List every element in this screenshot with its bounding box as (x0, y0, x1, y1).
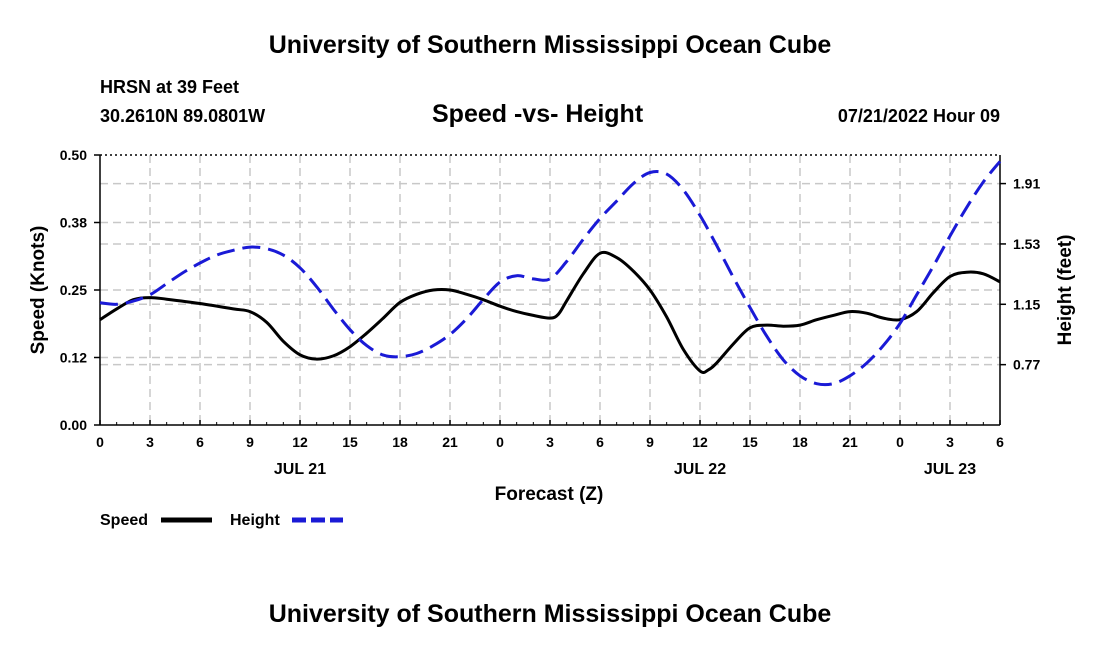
y-tick-label: 0.25 (60, 282, 87, 298)
chart-title: Speed -vs- Height (432, 100, 644, 128)
x-tick-label: 3 (546, 434, 554, 450)
y-tick-label: 0.38 (60, 215, 87, 231)
legend-speed-label: Speed (100, 512, 148, 529)
x-tick-label: 6 (196, 434, 204, 450)
y-axis-title: Speed (Knots) (28, 226, 49, 355)
y-tick-label: 0.00 (60, 417, 87, 433)
grid-lines (100, 155, 1000, 425)
y2-axis-title: Height (feet) (1055, 235, 1076, 346)
x-tick-label: 15 (342, 434, 358, 450)
y-tick-label: 0.12 (60, 350, 87, 366)
legend-height-label: Height (230, 512, 280, 529)
day-label: JUL 21 (274, 461, 326, 478)
x-tick-label: 6 (996, 434, 1004, 450)
x-tick-label: 9 (246, 434, 254, 450)
station-label: HRSN at 39 Feet (100, 77, 240, 97)
x-tick-label: 18 (792, 434, 808, 450)
station-coordinates: 30.2610N 89.0801W (100, 106, 266, 126)
axes: 0 3 6 9 12 15 18 21 0 3 6 9 12 15 18 21 0 3 6 JUL 21 JUL 22 J… (60, 147, 1041, 478)
x-tick-label: 12 (292, 434, 308, 450)
x-tick-label: 15 (742, 434, 758, 450)
x-axis-title: Forecast (Z) (495, 484, 604, 505)
x-tick-label: 0 (496, 434, 504, 450)
series-line-height (99, 160, 1002, 387)
y-tick-label: 0.50 (60, 147, 87, 163)
forecast-date-hour: 07/21/2022 Hour 09 (837, 106, 1000, 126)
x-tick-label: 12 (692, 434, 708, 450)
y2-tick-label: 1.15 (1013, 296, 1040, 312)
y2-tick-label: 0.77 (1013, 357, 1040, 373)
legend: Speed Height (100, 512, 343, 529)
page-title: University of Southern Mississippi Ocean… (268, 31, 832, 59)
x-tick-label: 3 (946, 434, 954, 450)
series-line-speed (99, 250, 1001, 375)
speed-height-chart: 0 3 6 9 12 15 18 21 0 3 6 9 12 15 18 21 0 3 6 JUL 21 JUL 22 J… (28, 147, 1076, 529)
x-tick-label: 21 (442, 434, 458, 450)
day-label: JUL 22 (674, 461, 726, 478)
x-tick-label: 21 (842, 434, 858, 450)
x-tick-label: 3 (146, 434, 154, 450)
x-tick-label: 9 (646, 434, 654, 450)
x-tick-label: 0 (896, 434, 904, 450)
series-lines (99, 160, 1002, 387)
footer-title: University of Southern Mississippi Ocean… (268, 600, 832, 628)
x-tick-label: 18 (392, 434, 408, 450)
y2-tick-label: 1.53 (1013, 236, 1040, 252)
day-label: JUL 23 (924, 461, 976, 478)
x-tick-label: 0 (96, 434, 104, 450)
y2-tick-label: 1.91 (1013, 176, 1040, 192)
x-tick-label: 6 (596, 434, 604, 450)
